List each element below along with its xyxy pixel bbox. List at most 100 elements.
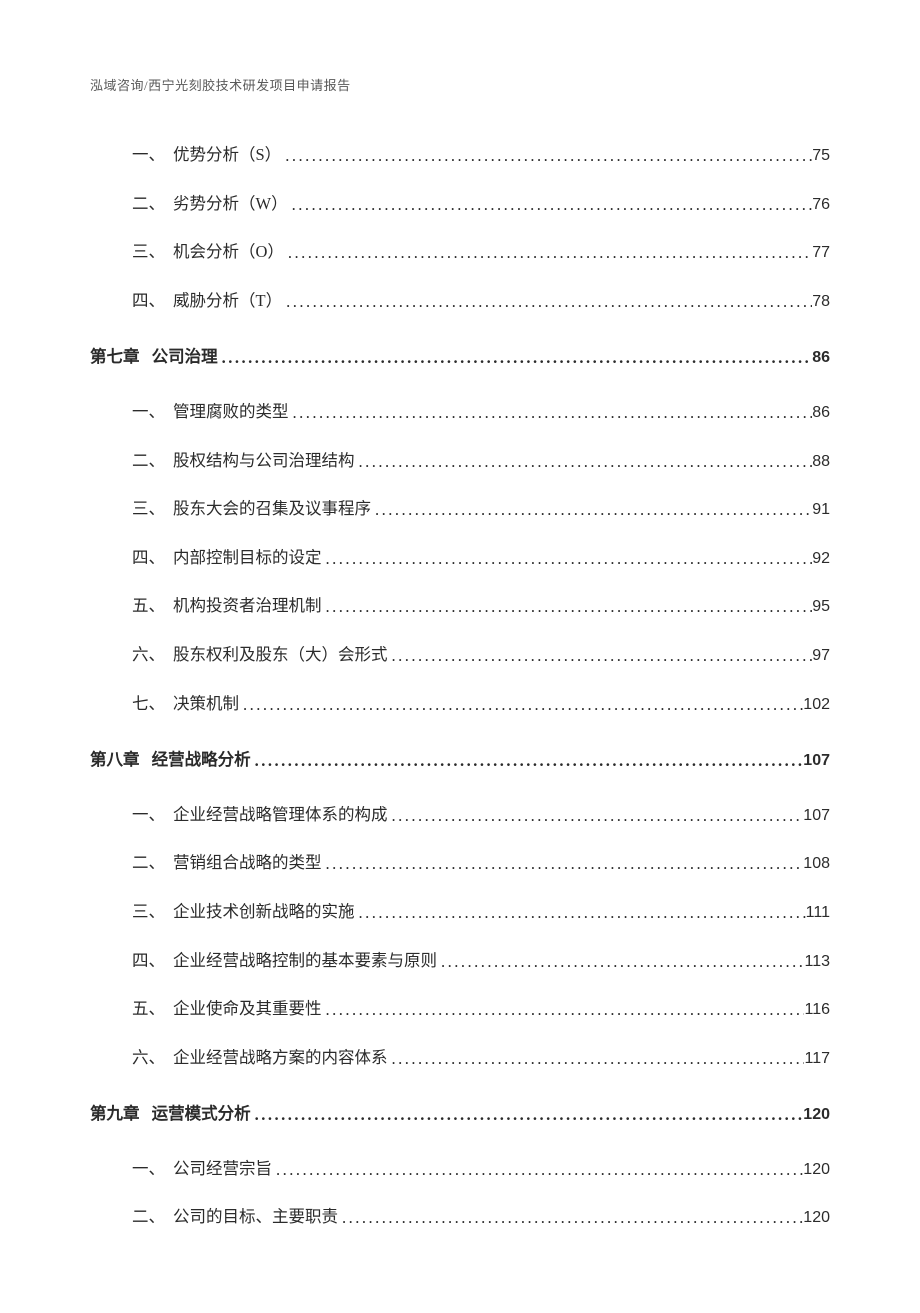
toc-subitem: 五、机构投资者治理机制 95 — [132, 593, 830, 620]
toc-entry-page: 111 — [806, 900, 830, 926]
toc-subitem: 六、企业经营战略方案的内容体系 117 — [132, 1045, 830, 1072]
toc-entry-page: 88 — [812, 449, 830, 475]
toc-entry-label: 第九章 运营模式分析 — [90, 1101, 251, 1127]
toc-entry-number: 五、 — [132, 596, 165, 615]
toc-entry-title: 股东大会的召集及议事程序 — [173, 499, 371, 518]
toc-entry-title: 营销组合战略的类型 — [173, 853, 322, 872]
toc-subitem: 一、优势分析（S）75 — [132, 142, 830, 169]
toc-chapter: 第七章 公司治理 86 — [90, 344, 830, 371]
toc-entry-page: 95 — [812, 594, 830, 620]
toc-entry-title: 管理腐败的类型 — [173, 402, 289, 421]
toc-entry-title: 企业经营战略管理体系的构成 — [173, 805, 388, 824]
toc-entry-title: 公司的目标、主要职责 — [173, 1207, 338, 1226]
toc-entry-page: 92 — [812, 546, 830, 572]
toc-leader-dots — [322, 851, 804, 877]
toc-entry-page: 78 — [812, 289, 830, 315]
toc-entry-page: 97 — [812, 643, 830, 669]
toc-entry-label: 二、营销组合战略的类型 — [132, 850, 322, 876]
toc-entry-title: 股东权利及股东（大）会形式 — [173, 645, 388, 664]
toc-chapter: 第八章 经营战略分析 107 — [90, 747, 830, 774]
toc-entry-number: 二、 — [132, 451, 165, 470]
toc-subitem: 二、公司的目标、主要职责120 — [132, 1204, 830, 1231]
toc-entry-label: 一、管理腐败的类型 — [132, 399, 289, 425]
toc-entry-number: 一、 — [132, 1159, 165, 1178]
toc-leader-dots — [322, 997, 805, 1023]
toc-entry-label: 一、公司经营宗旨 — [132, 1156, 272, 1182]
toc-entry-label: 六、企业经营战略方案的内容体系 — [132, 1045, 388, 1071]
toc-leader-dots — [388, 1046, 805, 1072]
toc-entry-number: 二、 — [132, 1207, 165, 1226]
toc-entry-number: 二、 — [132, 853, 165, 872]
toc-entry-number: 第七章 — [90, 347, 140, 366]
toc-entry-page: 117 — [804, 1046, 830, 1072]
table-of-contents: 一、优势分析（S）75二、劣势分析（W）76三、机会分析（O）77四、威胁分析（… — [90, 142, 830, 1231]
toc-subitem: 一、管理腐败的类型 86 — [132, 399, 830, 426]
toc-subitem: 三、股东大会的召集及议事程序 91 — [132, 496, 830, 523]
toc-entry-number: 第九章 — [90, 1104, 140, 1123]
toc-entry-label: 五、机构投资者治理机制 — [132, 593, 322, 619]
toc-leader-dots — [437, 949, 804, 975]
toc-entry-title: 公司经营宗旨 — [173, 1159, 272, 1178]
toc-entry-label: 二、股权结构与公司治理结构 — [132, 448, 355, 474]
toc-entry-page: 107 — [803, 748, 830, 774]
toc-subitem: 四、内部控制目标的设定92 — [132, 545, 830, 572]
toc-entry-number: 三、 — [132, 902, 165, 921]
toc-leader-dots — [218, 345, 813, 371]
toc-subitem: 五、企业使命及其重要性116 — [132, 996, 830, 1023]
document-page: 泓域咨询/西宁光刻胶技术研发项目申请报告 一、优势分析（S）75二、劣势分析（W… — [0, 0, 920, 1313]
toc-entry-number: 三、 — [132, 242, 165, 261]
toc-entry-page: 86 — [812, 345, 830, 371]
toc-entry-page: 75 — [812, 143, 830, 169]
toc-entry-title: 公司治理 — [148, 347, 218, 366]
toc-entry-number: 三、 — [132, 499, 165, 518]
toc-entry-title: 机会分析（O） — [173, 242, 284, 261]
toc-entry-page: 102 — [803, 692, 830, 718]
toc-entry-title: 决策机制 — [173, 694, 239, 713]
toc-entry-label: 第八章 经营战略分析 — [90, 747, 251, 773]
toc-leader-dots — [338, 1205, 803, 1231]
toc-entry-label: 四、威胁分析（T） — [132, 288, 282, 314]
toc-subitem: 二、营销组合战略的类型108 — [132, 850, 830, 877]
toc-leader-dots — [388, 643, 813, 669]
toc-entry-label: 三、股东大会的召集及议事程序 — [132, 496, 371, 522]
toc-leader-dots — [289, 400, 813, 426]
toc-entry-title: 威胁分析（T） — [173, 291, 282, 310]
toc-entry-label: 四、企业经营战略控制的基本要素与原则 — [132, 948, 437, 974]
toc-subitem: 二、股权结构与公司治理结构 88 — [132, 448, 830, 475]
toc-entry-label: 一、企业经营战略管理体系的构成 — [132, 802, 388, 828]
toc-entry-page: 120 — [803, 1157, 830, 1183]
toc-leader-dots — [355, 900, 806, 926]
toc-entry-number: 一、 — [132, 402, 165, 421]
toc-leader-dots — [388, 803, 804, 829]
toc-leader-dots — [281, 143, 812, 169]
toc-entry-title: 优势分析（S） — [173, 145, 281, 164]
toc-entry-number: 六、 — [132, 645, 165, 664]
toc-subitem: 三、机会分析（O）77 — [132, 239, 830, 266]
toc-entry-page: 116 — [804, 997, 830, 1023]
toc-leader-dots — [322, 594, 813, 620]
toc-leader-dots — [284, 240, 812, 266]
toc-entry-page: 86 — [812, 400, 830, 426]
toc-entry-page: 91 — [812, 497, 830, 523]
toc-entry-title: 企业经营战略方案的内容体系 — [173, 1048, 388, 1067]
toc-entry-page: 113 — [804, 949, 830, 975]
toc-entry-title: 经营战略分析 — [148, 750, 251, 769]
toc-leader-dots — [371, 497, 812, 523]
toc-entry-label: 二、劣势分析（W） — [132, 191, 288, 217]
toc-leader-dots — [272, 1157, 803, 1183]
toc-leader-dots — [251, 748, 804, 774]
toc-entry-label: 七、决策机制 — [132, 691, 239, 717]
toc-entry-title: 内部控制目标的设定 — [173, 548, 322, 567]
toc-entry-number: 二、 — [132, 194, 165, 213]
toc-subitem: 四、威胁分析（T） 78 — [132, 288, 830, 315]
toc-subitem: 三、企业技术创新战略的实施111 — [132, 899, 830, 926]
toc-entry-label: 六、股东权利及股东（大）会形式 — [132, 642, 388, 668]
toc-entry-number: 四、 — [132, 951, 165, 970]
toc-entry-page: 107 — [803, 803, 830, 829]
toc-entry-number: 四、 — [132, 291, 165, 310]
toc-entry-title: 企业经营战略控制的基本要素与原则 — [173, 951, 437, 970]
toc-subitem: 七、决策机制 102 — [132, 691, 830, 718]
toc-subitem: 一、公司经营宗旨 120 — [132, 1156, 830, 1183]
toc-entry-title: 股权结构与公司治理结构 — [173, 451, 355, 470]
toc-subitem: 一、企业经营战略管理体系的构成 107 — [132, 802, 830, 829]
